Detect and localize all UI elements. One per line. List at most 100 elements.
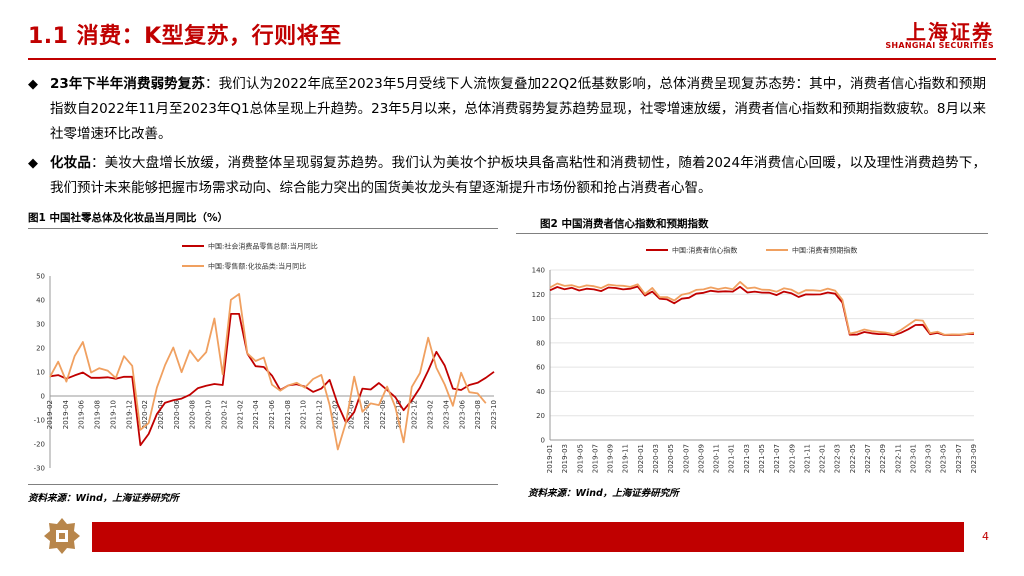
x-tick-label: 2021-12 bbox=[316, 400, 324, 429]
legend-label: 中国:消费者信心指数 bbox=[672, 246, 737, 255]
y-tick-label: 120 bbox=[532, 291, 545, 299]
legend-label: 中国:消费者预期指数 bbox=[792, 246, 857, 255]
series-line-2 bbox=[49, 293, 487, 451]
x-tick-label: 2019-12 bbox=[125, 400, 133, 429]
y-tick-label: 20 bbox=[536, 412, 545, 420]
x-tick-label: 2022-04 bbox=[347, 399, 355, 429]
bullet-heading: 23年下半年消费弱势复苏 bbox=[50, 76, 206, 92]
x-tick-label: 2020-09 bbox=[697, 444, 705, 473]
bullet-item-consumption: ◆ 23年下半年消费弱势复苏：我们认为2022年底至2023年5月受线下人流恢复… bbox=[28, 72, 986, 147]
x-tick-label: 2022-11 bbox=[894, 444, 902, 473]
figure-2-rule bbox=[516, 233, 988, 234]
header-divider bbox=[28, 58, 996, 60]
x-tick-label: 2020-03 bbox=[652, 444, 660, 473]
bullet-text: ：我们认为2022年底至2023年5月受线下人流恢复叠加22Q2低基数影响，总体… bbox=[50, 76, 986, 142]
figure-2-chart: 140 120 100 80 60 40 20 0 2019-01 2019-03 2019-05 2… bbox=[516, 236, 988, 480]
x-tick-label: 2020-05 bbox=[667, 444, 675, 473]
x-tick-label: 2021-06 bbox=[268, 399, 276, 429]
x-tick-label: 2023-02 bbox=[427, 400, 435, 429]
x-tick-label: 2023-10 bbox=[490, 400, 498, 429]
figure-1-source: 资料来源：Wind，上海证券研究所 bbox=[28, 493, 179, 504]
x-tick-label: 2021-09 bbox=[788, 444, 796, 473]
x-tick-label: 2023-05 bbox=[940, 444, 948, 473]
x-tick-label: 2019-09 bbox=[607, 444, 615, 473]
x-tick-label: 2021-03 bbox=[743, 444, 751, 473]
y-tick-label: 140 bbox=[532, 267, 545, 275]
x-tick-label: 2023-08 bbox=[474, 400, 482, 429]
x-tick-label: 2020-04 bbox=[157, 399, 165, 429]
legend-label: 中国:社会消费品零售总额:当月同比 bbox=[208, 242, 318, 251]
bullet-item-cosmetics: ◆ 化妆品：美妆大盘增长放缓，消费整体呈现弱复苏趋势。我们认为美妆个护板块具备高… bbox=[28, 151, 986, 201]
figure-1-bottom-rule bbox=[28, 484, 498, 485]
footer-bar bbox=[92, 522, 964, 552]
x-tick-label: 2022-02 bbox=[331, 400, 339, 429]
x-tick-label: 2022-10 bbox=[395, 400, 403, 429]
x-tick-label: 2021-08 bbox=[284, 400, 292, 429]
x-tick-label: 2023-03 bbox=[925, 444, 933, 473]
series-line-1 bbox=[549, 285, 975, 337]
y-tick-label: 30 bbox=[36, 321, 45, 329]
figure-1-title: 图1 中国社零总体及化妆品当月同比（%） bbox=[28, 212, 228, 224]
x-tick-label: 2020-12 bbox=[220, 400, 228, 429]
x-tick-label: 2022-07 bbox=[864, 444, 872, 473]
x-tick-label: 2021-01 bbox=[728, 444, 736, 473]
brand-logo-cn: 上海证券 bbox=[906, 20, 994, 44]
y-tick-label: 40 bbox=[36, 297, 45, 305]
series-line-2 bbox=[549, 281, 975, 336]
y-tick-label: 0 bbox=[41, 393, 45, 401]
bullet-text: ：美妆大盘增长放缓，消费整体呈现弱复苏趋势。我们认为美妆个护板块具备高粘性和消费… bbox=[50, 155, 986, 196]
figure-2-source: 资料来源：Wind，上海证券研究所 bbox=[528, 488, 679, 499]
x-tick-label: 2022-06 bbox=[363, 399, 371, 429]
series-line-1 bbox=[49, 313, 495, 447]
x-tick-label: 2022-03 bbox=[834, 444, 842, 473]
x-tick-label: 2019-01 bbox=[546, 444, 554, 473]
y-tick-label: 20 bbox=[36, 345, 45, 353]
x-tick-label: 2023-09 bbox=[970, 444, 978, 473]
legend-label: 中国:零售额:化妆品类:当月同比 bbox=[208, 262, 306, 271]
x-tick-label: 2022-01 bbox=[819, 444, 827, 473]
x-tick-label: 2019-04 bbox=[62, 399, 70, 429]
y-tick-label: -30 bbox=[34, 465, 45, 473]
x-tick-label: 2019-06 bbox=[78, 399, 86, 429]
figure-1-svg: 50 40 30 20 10 0 -10 -20 -30 2019-02 2019-04 2019-0… bbox=[34, 242, 498, 473]
x-tick-label: 2023-06 bbox=[458, 399, 466, 429]
x-tick-label: 2020-01 bbox=[637, 444, 645, 473]
x-tick-label: 2022-09 bbox=[879, 444, 887, 473]
y-tick-label: 40 bbox=[536, 388, 545, 396]
x-tick-label: 2021-05 bbox=[758, 444, 766, 473]
y-tick-label: 80 bbox=[536, 339, 545, 347]
brand-logo-en: SHANGHAI SECURITIES bbox=[885, 41, 994, 50]
x-tick-label: 2020-10 bbox=[205, 400, 213, 429]
bullet-list: ◆ 23年下半年消费弱势复苏：我们认为2022年底至2023年5月受线下人流恢复… bbox=[28, 72, 986, 205]
x-tick-label: 2019-08 bbox=[94, 400, 102, 429]
x-tick-label: 2021-04 bbox=[252, 399, 260, 429]
x-tick-label: 2019-11 bbox=[622, 444, 630, 473]
y-tick-label: 100 bbox=[532, 315, 545, 323]
y-tick-label: 50 bbox=[36, 273, 45, 281]
x-tick-label: 2020-08 bbox=[189, 400, 197, 429]
y-tick-label: 60 bbox=[536, 364, 545, 372]
x-tick-label: 2021-11 bbox=[803, 444, 811, 473]
x-tick-label: 2020-11 bbox=[713, 444, 721, 473]
x-tick-label: 2021-02 bbox=[236, 400, 244, 429]
diamond-bullet-icon: ◆ bbox=[28, 156, 38, 171]
x-tick-label: 2022-08 bbox=[379, 400, 387, 429]
x-tick-label: 2019-03 bbox=[561, 444, 569, 473]
y-tick-label: 10 bbox=[36, 369, 45, 377]
y-tick-label: 0 bbox=[541, 437, 545, 445]
bullet-heading: 化妆品 bbox=[50, 155, 91, 171]
x-tick-label: 2019-05 bbox=[576, 444, 584, 473]
y-tick-label: -10 bbox=[34, 417, 45, 425]
x-tick-label: 2022-12 bbox=[411, 400, 419, 429]
figure-2-title: 图2 中国消费者信心指数和预期指数 bbox=[540, 218, 709, 230]
x-tick-label: 2020-02 bbox=[141, 400, 149, 429]
company-seal-icon bbox=[44, 518, 80, 554]
diamond-bullet-icon: ◆ bbox=[28, 77, 38, 92]
page-number: 4 bbox=[982, 530, 989, 543]
x-tick-label: 2023-04 bbox=[442, 399, 450, 429]
x-tick-label: 2020-06 bbox=[173, 399, 181, 429]
x-tick-label: 2021-10 bbox=[300, 400, 308, 429]
x-tick-label: 2019-07 bbox=[591, 444, 599, 473]
x-tick-label: 2020-07 bbox=[682, 444, 690, 473]
